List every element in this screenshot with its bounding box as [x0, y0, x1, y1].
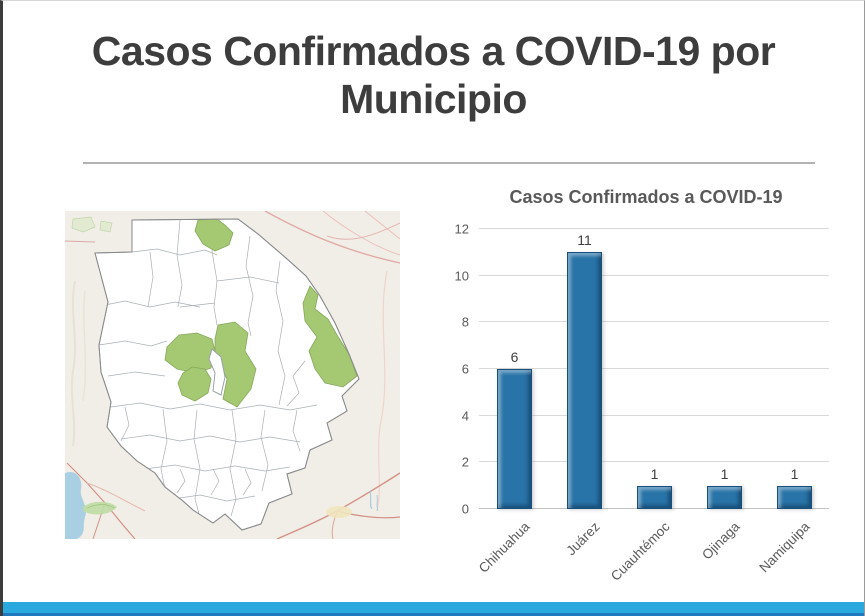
bar-value-label: 1: [650, 465, 659, 482]
y-tick-label: 4: [461, 408, 469, 424]
terrain-contours: [70, 280, 87, 447]
lake: [65, 471, 86, 539]
x-category-label: Chihuahua: [475, 519, 533, 576]
y-tick-label: 8: [461, 314, 469, 330]
gridline: [479, 414, 829, 416]
highlighted-municipality-southwest: [177, 366, 212, 402]
highlighted-municipality-east: [302, 285, 358, 388]
y-tick-label: 10: [454, 268, 469, 284]
gridline: [479, 321, 829, 323]
gridline: [479, 274, 829, 276]
state-outline: [94, 218, 360, 531]
gridline: [479, 228, 829, 229]
gridline: [479, 461, 829, 463]
highlighted-municipality-north: [194, 218, 234, 252]
bar-ojinaga: 1: [707, 466, 742, 509]
bar-value-label: 1: [790, 465, 799, 482]
y-tick-label: 12: [454, 221, 469, 237]
bar-chihuahua: 6: [497, 349, 532, 509]
streams: [369, 490, 379, 512]
bar-value-label: 1: [720, 465, 729, 482]
footer-bottom-bar: [3, 613, 864, 616]
title-divider: [83, 162, 815, 164]
forest-patches: [71, 216, 113, 233]
map-image: [65, 211, 400, 539]
bar-juárez: 11: [567, 232, 602, 509]
page-title: Casos Confirmados a COVID-19 por Municip…: [91, 28, 776, 123]
covid-bar-chart: Casos Confirmados a COVID-19 0 2 4 6 8 10 12 6 C…: [443, 187, 849, 587]
city-area: [326, 506, 352, 518]
x-category-label: Namiquipa: [756, 519, 813, 576]
municipality-sliver: [208, 348, 226, 396]
municipality-borders: [98, 219, 318, 522]
x-category-label: Ojinaga: [699, 519, 743, 563]
chart-title: Casos Confirmados a COVID-19: [509, 187, 783, 207]
x-category-label: Juárez: [563, 519, 603, 559]
bar-cuauhtémoc: 1: [637, 466, 672, 509]
footer-accent-bar: [3, 602, 864, 613]
gridline: [479, 368, 829, 369]
bar-namiquipa: 1: [777, 466, 812, 509]
x-category-label: Cuauhtémoc: [607, 519, 673, 584]
chihuahua-municipality-map: [65, 211, 400, 539]
lakeside-forest: [83, 501, 117, 515]
y-tick-label: 2: [461, 454, 469, 470]
y-tick-label: 6: [461, 361, 469, 377]
chart-plot: 0 2 4 6 8 10 12 6 Chihuahua 11 Juárez 1 Cuauhtémoc 1 O…: [455, 223, 829, 584]
y-tick-label: 0: [461, 501, 469, 517]
bar-value-label: 6: [510, 349, 519, 365]
bar-value-label: 11: [577, 232, 592, 249]
highlighted-municipalities: [164, 218, 358, 408]
